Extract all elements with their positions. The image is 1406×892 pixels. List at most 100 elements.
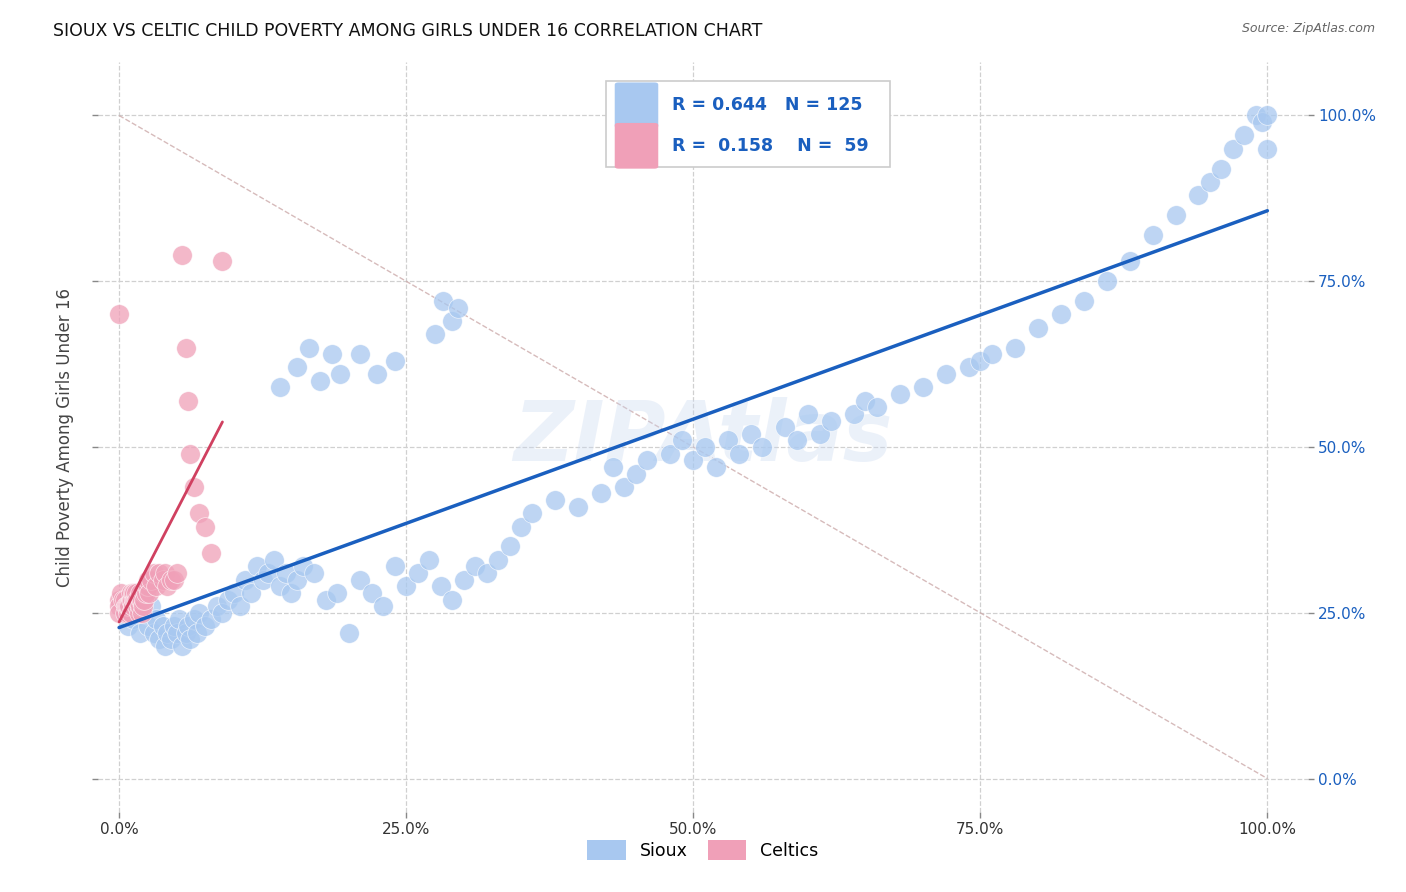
- Point: [321, 347, 343, 361]
- Point: [297, 341, 319, 355]
- Point: [671, 434, 693, 448]
- Point: [138, 586, 160, 600]
- Point: [957, 360, 980, 375]
- Point: [432, 294, 454, 309]
- Point: [1244, 108, 1267, 122]
- Point: [544, 493, 567, 508]
- Point: [274, 566, 297, 580]
- Text: R = 0.644   N = 125: R = 0.644 N = 125: [672, 96, 862, 114]
- Point: [291, 559, 314, 574]
- Point: [1095, 274, 1118, 288]
- Point: [1026, 320, 1049, 334]
- Point: [120, 586, 142, 600]
- Point: [222, 586, 245, 600]
- Point: [464, 559, 486, 574]
- Point: [285, 573, 308, 587]
- Point: [114, 606, 136, 620]
- Point: [134, 586, 156, 600]
- Point: [120, 592, 142, 607]
- Text: ZIPAtlas: ZIPAtlas: [513, 397, 893, 477]
- Point: [136, 579, 159, 593]
- Point: [1211, 161, 1233, 176]
- Point: [122, 612, 145, 626]
- Point: [148, 632, 170, 647]
- Point: [418, 553, 440, 567]
- Point: [366, 367, 388, 381]
- Point: [121, 592, 143, 607]
- Point: [613, 480, 636, 494]
- Point: [152, 619, 174, 633]
- Point: [118, 599, 141, 614]
- Point: [136, 619, 159, 633]
- Text: Source: ZipAtlas.com: Source: ZipAtlas.com: [1241, 22, 1375, 36]
- Point: [786, 434, 808, 448]
- Point: [935, 367, 957, 381]
- Point: [132, 599, 155, 614]
- Point: [315, 592, 337, 607]
- Point: [969, 354, 991, 368]
- Point: [115, 599, 138, 614]
- Point: [135, 579, 157, 593]
- Point: [114, 606, 136, 620]
- Point: [602, 459, 624, 474]
- Point: [134, 592, 156, 607]
- Point: [1118, 254, 1140, 268]
- Point: [453, 573, 475, 587]
- Point: [228, 599, 250, 614]
- Point: [395, 579, 418, 593]
- Point: [131, 592, 153, 607]
- Point: [122, 599, 145, 614]
- Point: [179, 447, 201, 461]
- Point: [1222, 142, 1244, 156]
- Point: [636, 453, 658, 467]
- Point: [866, 401, 889, 415]
- Point: [1049, 307, 1071, 321]
- Point: [127, 592, 149, 607]
- Point: [159, 573, 181, 587]
- Point: [406, 566, 429, 580]
- Point: [304, 566, 326, 580]
- Point: [194, 519, 217, 533]
- Point: [1073, 294, 1095, 309]
- Point: [141, 573, 163, 587]
- Point: [117, 619, 139, 633]
- Text: R =  0.158    N =  59: R = 0.158 N = 59: [672, 136, 868, 155]
- Point: [1256, 108, 1278, 122]
- Point: [108, 599, 131, 614]
- Point: [682, 453, 704, 467]
- Point: [183, 612, 205, 626]
- Point: [125, 586, 148, 600]
- Point: [127, 599, 149, 614]
- Point: [186, 625, 208, 640]
- Point: [751, 440, 773, 454]
- Point: [475, 566, 498, 580]
- Point: [889, 387, 911, 401]
- Point: [136, 573, 159, 587]
- Point: [269, 579, 291, 593]
- Point: [163, 619, 186, 633]
- Point: [131, 606, 153, 620]
- Point: [980, 347, 1002, 361]
- Point: [441, 314, 464, 328]
- Point: [166, 566, 188, 580]
- Point: [122, 586, 145, 600]
- Point: [111, 592, 134, 607]
- Legend: Sioux, Celtics: Sioux, Celtics: [581, 833, 825, 867]
- Point: [373, 599, 395, 614]
- Point: [624, 467, 647, 481]
- Point: [911, 380, 934, 394]
- Point: [131, 606, 153, 620]
- Point: [1233, 128, 1256, 143]
- Point: [108, 606, 131, 620]
- Point: [510, 519, 533, 533]
- Point: [1004, 341, 1026, 355]
- Point: [194, 619, 217, 633]
- Point: [337, 625, 360, 640]
- FancyBboxPatch shape: [614, 123, 658, 169]
- Point: [125, 592, 148, 607]
- Point: [200, 612, 222, 626]
- Point: [120, 606, 142, 620]
- Point: [120, 599, 142, 614]
- Point: [211, 606, 233, 620]
- Point: [205, 599, 228, 614]
